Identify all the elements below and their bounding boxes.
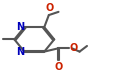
Text: O: O bbox=[54, 62, 63, 72]
Text: O: O bbox=[70, 43, 78, 53]
Text: N: N bbox=[16, 22, 24, 32]
Text: O: O bbox=[45, 4, 53, 13]
Text: N: N bbox=[16, 47, 24, 57]
